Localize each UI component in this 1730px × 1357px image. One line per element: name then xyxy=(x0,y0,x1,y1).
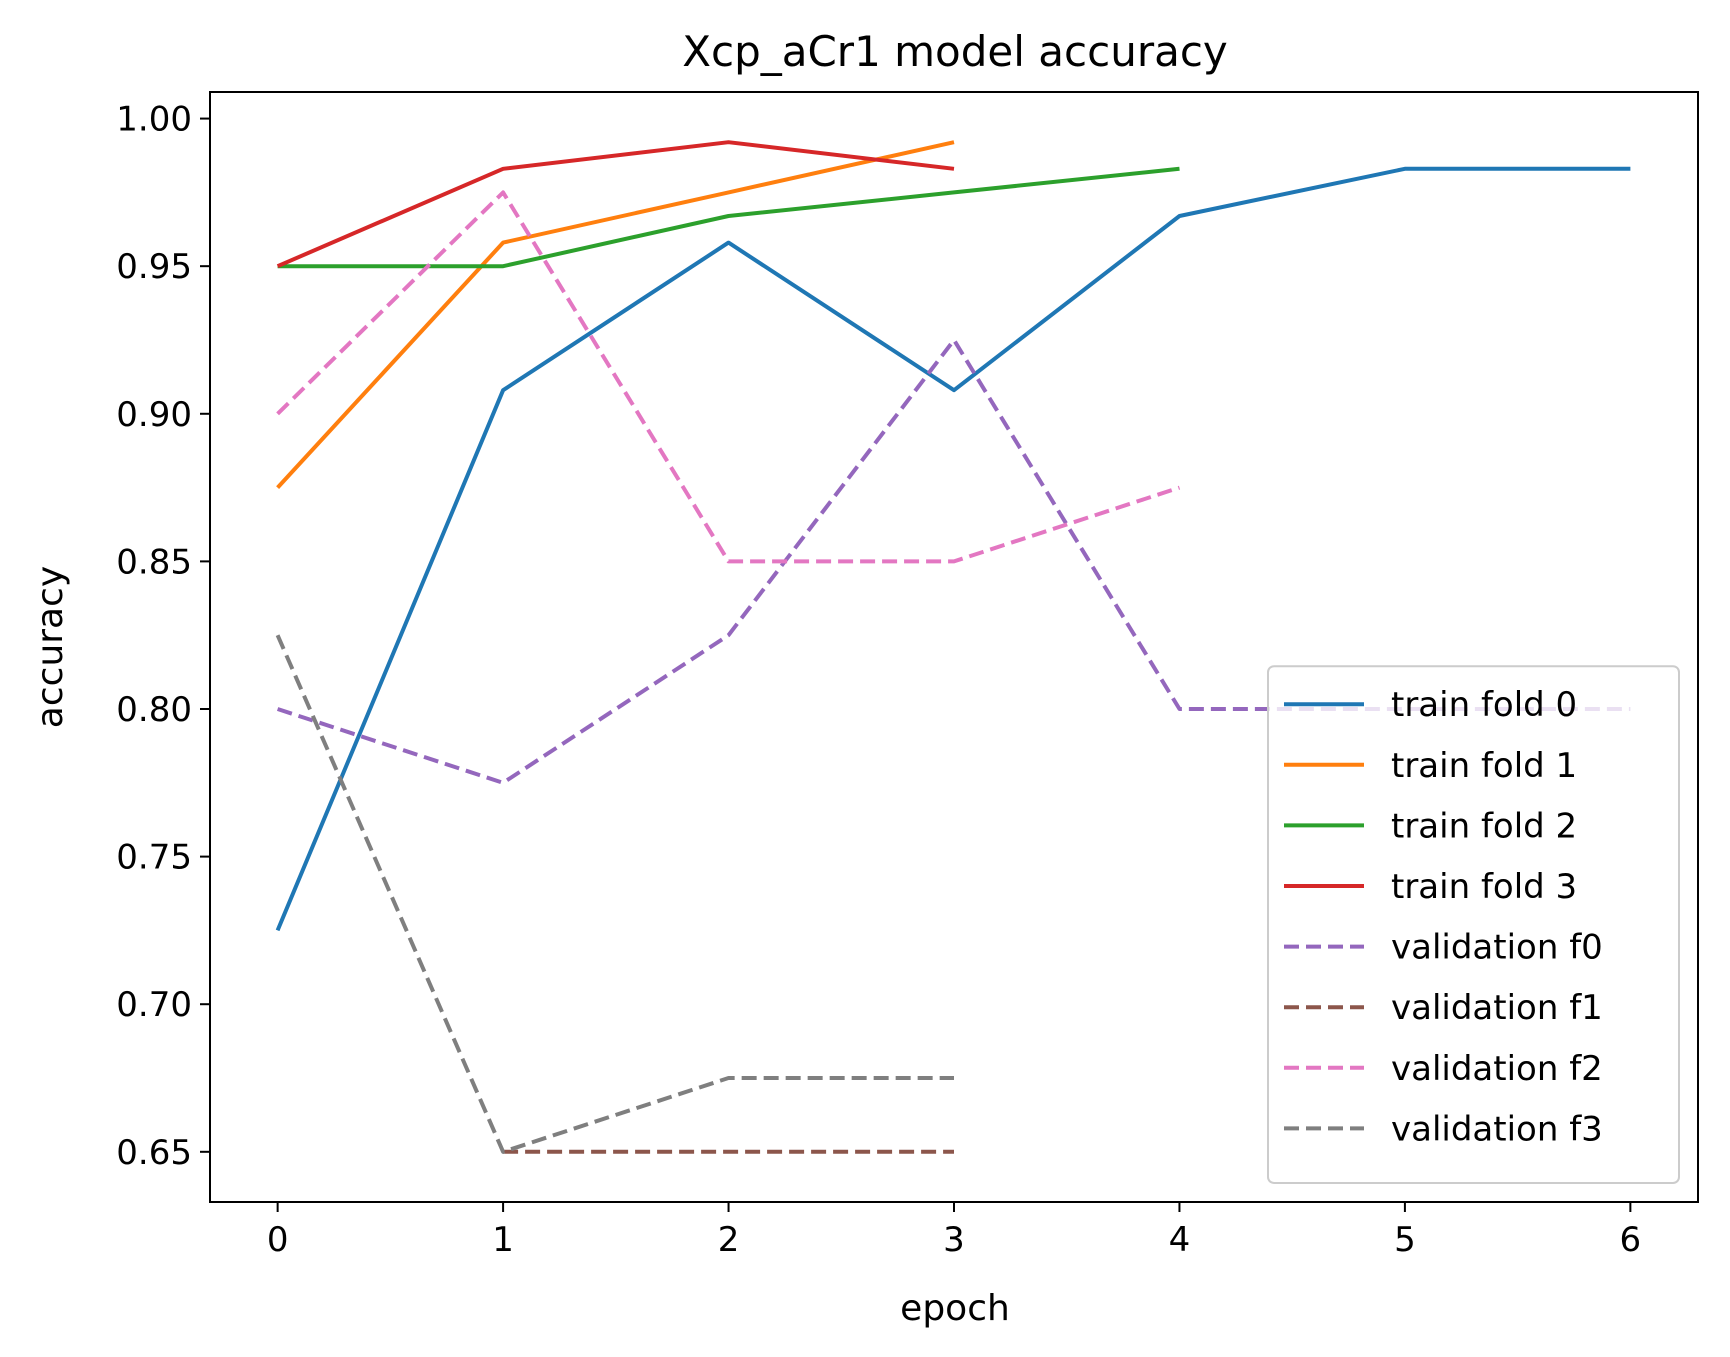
x-tick-label: 5 xyxy=(1394,1220,1416,1260)
y-tick-label: 0.90 xyxy=(116,395,192,435)
y-tick-label: 0.85 xyxy=(116,542,192,582)
y-tick-label: 0.80 xyxy=(116,690,192,730)
legend-label-train-fold-1: train fold 1 xyxy=(1391,746,1577,786)
legend: train fold 0 train fold 1 train fold 2 trai… xyxy=(1267,665,1680,1184)
x-tick-label: 3 xyxy=(943,1220,965,1260)
series-lines xyxy=(275,140,1631,1154)
legend-label-train-fold-3: train fold 3 xyxy=(1391,867,1577,907)
legend-label-validation-f2: validation f2 xyxy=(1391,1049,1603,1089)
x-tick-label: 6 xyxy=(1620,1220,1642,1260)
x-axis-ticks: 0 1 2 3 4 5 6 xyxy=(267,1202,1641,1260)
x-axis-label: epoch xyxy=(900,1288,1010,1329)
chart-title: Xcp_aCr1 model accuracy xyxy=(682,27,1228,76)
legend-label-validation-f0: validation f0 xyxy=(1391,928,1603,968)
x-tick-label: 0 xyxy=(267,1220,289,1260)
y-axis-label: accuracy xyxy=(30,566,71,728)
y-axis-ticks: 0.65 0.70 0.75 0.80 0.85 0.90 0.95 1.00 xyxy=(116,100,210,1173)
legend-label-validation-f1: validation f1 xyxy=(1391,988,1603,1028)
legend-label-train-fold-2: train fold 2 xyxy=(1391,806,1577,846)
y-tick-label: 0.70 xyxy=(116,985,192,1025)
y-tick-label: 0.95 xyxy=(116,247,192,287)
legend-label-validation-f3: validation f3 xyxy=(1391,1109,1603,1149)
y-tick-label: 1.00 xyxy=(116,100,192,140)
y-tick-label: 0.65 xyxy=(116,1133,192,1173)
series-line-train-fold-0 xyxy=(275,166,1631,932)
x-tick-label: 4 xyxy=(1169,1220,1191,1260)
x-tick-label: 2 xyxy=(718,1220,740,1260)
series-line-train-fold-1 xyxy=(276,140,955,489)
series-line-train-fold-3 xyxy=(276,140,955,269)
y-tick-label: 0.75 xyxy=(116,838,192,878)
series-line-validation-f3 xyxy=(275,634,954,1154)
legend-box xyxy=(1267,665,1680,1184)
legend-label-train-fold-0: train fold 0 xyxy=(1391,685,1577,725)
x-tick-label: 1 xyxy=(492,1220,514,1260)
series-line-validation-f2 xyxy=(276,190,1181,564)
